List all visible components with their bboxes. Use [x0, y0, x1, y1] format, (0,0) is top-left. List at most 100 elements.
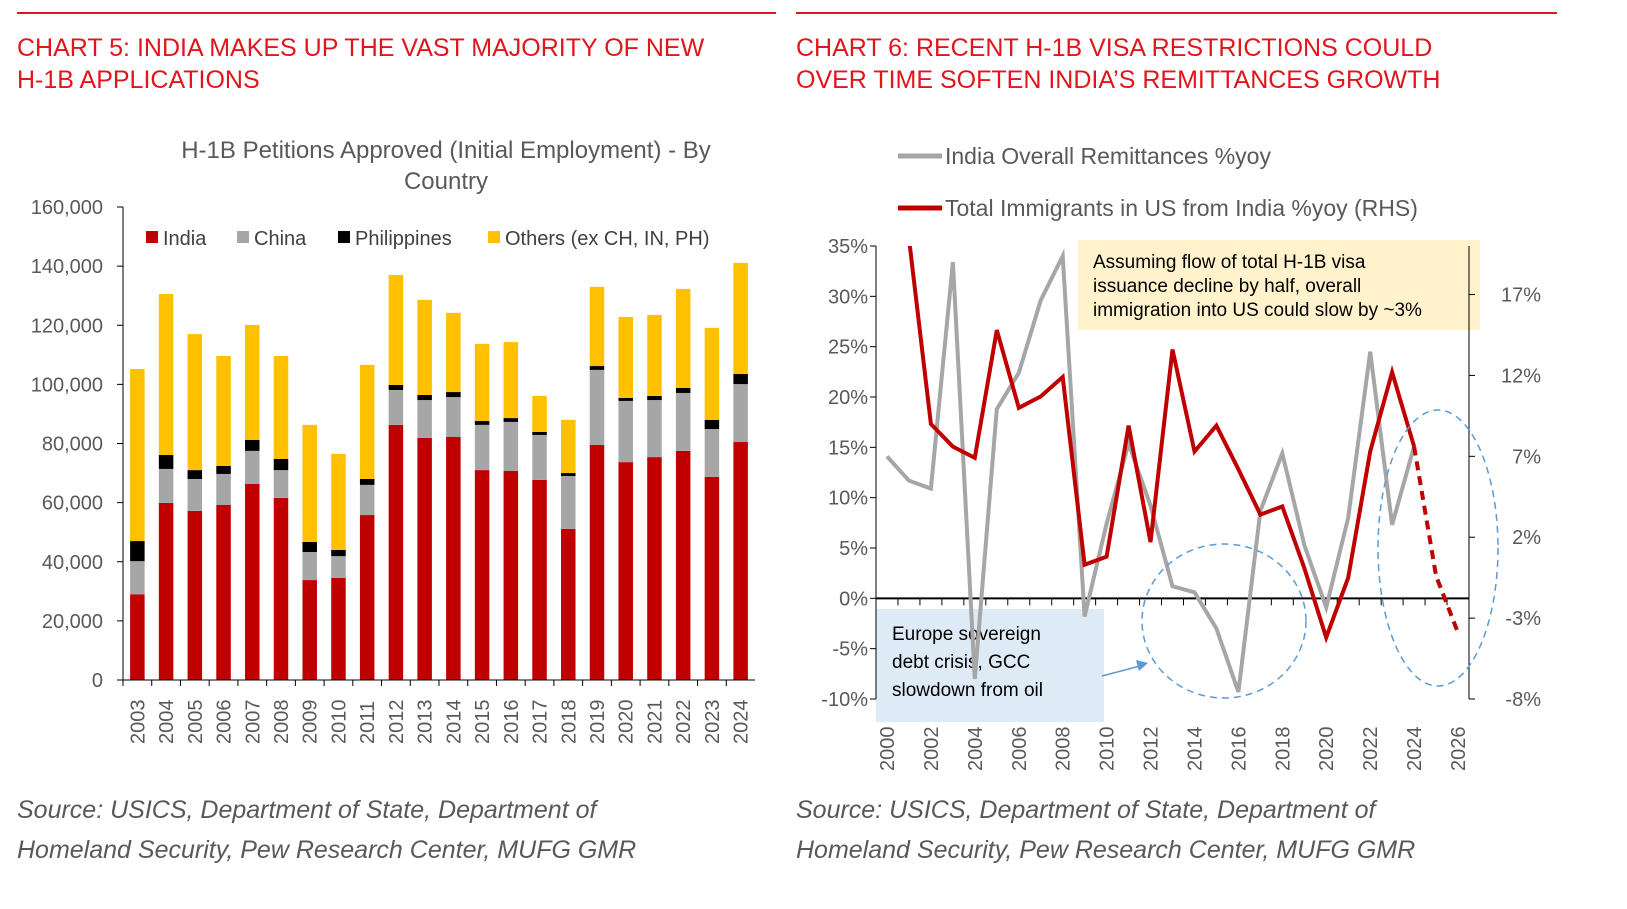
bar-philippines-2013	[417, 395, 432, 401]
bar-others-2006	[216, 355, 231, 466]
left-y-tick-label: 10%	[828, 488, 868, 510]
arrow-line	[1101, 665, 1141, 677]
bar-india-2022	[675, 450, 691, 680]
x-tick-label: 2012	[1141, 727, 1163, 772]
chart5-heading-line2: H-1B APPLICATIONS	[17, 66, 260, 94]
x-tick-label: 2013	[415, 700, 437, 745]
left-y-tick-label: 30%	[828, 286, 868, 308]
legend-swatch-3	[488, 231, 500, 243]
bar-china-2003	[130, 561, 145, 595]
y-tick-label: 160,000	[31, 197, 103, 219]
chart6-source-line1: Source: USICS, Department of State, Depa…	[796, 796, 1378, 824]
x-tick-label: 2012	[386, 700, 408, 745]
chart6-heading-line2: OVER TIME SOFTEN INDIA’S REMITTANCES GRO…	[796, 66, 1440, 94]
bar-india-2020	[618, 462, 633, 680]
bar-china-2014	[446, 397, 461, 437]
x-tick-label: 2022	[1360, 727, 1382, 772]
bar-others-2005	[187, 334, 203, 471]
bar-china-2021	[647, 400, 662, 458]
right-y-tick-label: 17%	[1501, 285, 1541, 307]
x-tick-label: 2026	[1448, 727, 1470, 772]
bar-philippines-2004	[158, 455, 174, 469]
arrow-head-icon	[1136, 660, 1148, 671]
bar-india-2015	[474, 470, 490, 680]
bar-india-2016	[503, 470, 519, 680]
legend-label: Philippines	[355, 228, 452, 250]
bar-china-2018	[561, 476, 576, 529]
x-tick-label: 2015	[472, 700, 494, 745]
x-tick-label: 2004	[965, 727, 987, 772]
x-tick-label: 2024	[731, 700, 753, 745]
bar-india-2009	[302, 580, 317, 680]
bar-china-2005	[187, 478, 203, 511]
legend-label: Others (ex CH, IN, PH)	[505, 228, 709, 250]
annotation-text: issuance decline by half, overall	[1093, 276, 1361, 297]
left-y-tick-label: -5%	[832, 639, 868, 661]
x-tick-label: 2010	[1097, 727, 1119, 772]
bar-india-2023	[704, 476, 720, 680]
annotation-text: immigration into US could slow by ~3%	[1093, 300, 1422, 321]
bar-philippines-2006	[216, 465, 231, 474]
bar-china-2023	[704, 429, 720, 477]
x-tick-label: 2021	[644, 700, 666, 745]
chart5-title-line2: Country	[404, 168, 488, 195]
left-y-tick-label: -10%	[821, 689, 868, 711]
x-tick-label: 2002	[921, 727, 943, 772]
x-tick-label: 2023	[702, 700, 724, 745]
x-tick-label: 2020	[1316, 727, 1338, 772]
bar-china-2009	[302, 551, 317, 581]
bar-others-2021	[647, 314, 662, 396]
x-tick-label: 2009	[300, 700, 322, 745]
left-y-tick-label: 35%	[828, 236, 868, 258]
x-tick-label: 2005	[185, 700, 207, 745]
x-tick-label: 2022	[673, 700, 695, 745]
chart6-plot: Assuming flow of total H-1B visa issuance…	[821, 143, 1541, 771]
bar-others-2009	[302, 424, 317, 542]
bar-philippines-2022	[675, 387, 691, 393]
right-y-tick-label: 12%	[1501, 365, 1541, 387]
y-tick-label: 60,000	[42, 493, 103, 515]
chart5-plot: 2003 2004 2005 2006 2007 2008 2009 2010 2011 2012…	[31, 197, 755, 744]
bar-india-2017	[532, 479, 547, 680]
annotation-box-europe	[876, 609, 1104, 722]
bar-others-2016	[503, 342, 519, 419]
chart5-heading-line1: CHART 5: INDIA MAKES UP THE VAST MAJORIT…	[17, 34, 705, 62]
left-y-tick-label: 0%	[839, 588, 868, 610]
bar-india-2024	[733, 442, 748, 680]
x-tick-label: 2008	[1053, 727, 1075, 772]
bar-others-2014	[446, 312, 461, 393]
bar-india-2018	[561, 528, 576, 680]
bar-philippines-2017	[532, 431, 547, 435]
bar-india-2007	[245, 484, 260, 680]
bar-philippines-2005	[187, 470, 203, 479]
bar-china-2017	[532, 434, 547, 480]
bar-philippines-2012	[388, 384, 404, 390]
bar-china-2024	[733, 384, 748, 443]
x-tick-label: 2006	[1009, 727, 1031, 772]
bar-china-2008	[273, 470, 289, 498]
bar-philippines-2008	[273, 458, 289, 471]
x-tick-label: 2006	[214, 700, 236, 745]
bar-india-2021	[647, 457, 662, 680]
annotation-text: Assuming flow of total H-1B visa	[1093, 252, 1366, 273]
bar-philippines-2024	[733, 374, 748, 385]
line-remittances	[885, 248, 1417, 693]
x-tick-label: 2010	[328, 700, 350, 745]
chart5-title-line1: H-1B Petitions Approved (Initial Employm…	[181, 137, 711, 164]
bar-others-2013	[417, 299, 432, 396]
bar-philippines-2009	[302, 541, 317, 552]
chart6-source-line2: Homeland Security, Pew Research Center, …	[796, 836, 1415, 864]
bar-philippines-2010	[331, 549, 346, 557]
bar-india-2011	[359, 515, 375, 680]
bar-others-2024	[733, 262, 748, 375]
chart5-source-line1: Source: USICS, Department of State, Depa…	[17, 796, 599, 824]
bar-india-2014	[446, 436, 461, 680]
y-tick-label: 40,000	[42, 552, 103, 574]
y-tick-label: 80,000	[42, 434, 103, 456]
bar-china-2015	[474, 424, 490, 471]
bar-others-2008	[273, 355, 289, 459]
x-tick-label: 2007	[242, 700, 264, 745]
y-tick-label: 100,000	[31, 374, 103, 396]
